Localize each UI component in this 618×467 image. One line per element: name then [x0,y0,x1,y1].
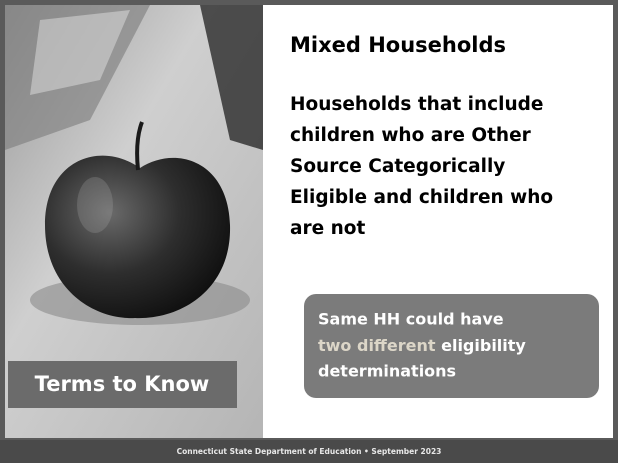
slide-title: Mixed Households [290,33,506,57]
body-line: are not [290,218,365,239]
slide: Mixed Households Households that include… [0,0,618,463]
body-line: children who are Other [290,125,532,146]
body-line: Eligible and children who [290,187,553,208]
callout-line: Same HH could have [318,310,504,329]
callout-text: eligibility [436,336,527,355]
body-line: Households that include [290,94,543,115]
callout-line: two different eligibility [318,336,526,355]
body-line: Source Categorically [290,156,505,177]
callout-highlight: two different [318,336,436,355]
callout-line: determinations [318,362,456,381]
label-text: Terms to Know [35,372,210,396]
footer-text: Connecticut State Department of Educatio… [177,447,442,456]
